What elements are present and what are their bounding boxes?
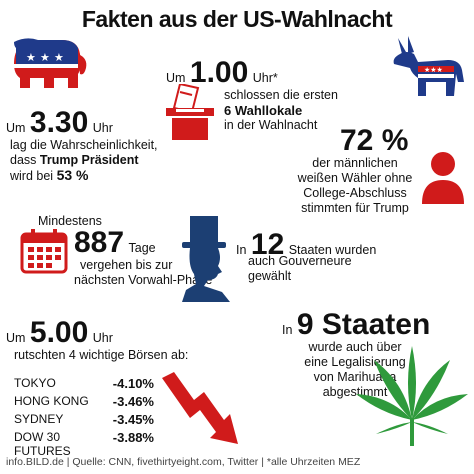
voters-line2: weißen Wähler ohne: [297, 171, 413, 185]
probability-line2-pre: dass: [10, 153, 37, 167]
svg-text:★: ★: [26, 51, 36, 64]
person-icon: [422, 152, 464, 204]
market-name: TOKYO: [14, 376, 56, 390]
market-name: DOW 30 FUTURES: [14, 430, 71, 458]
polls-prefix: Um: [166, 71, 186, 85]
svg-text:★★★: ★★★: [424, 66, 443, 74]
voters-value: 72 %: [340, 124, 409, 157]
days-line2: nächsten Vorwahl-Phase: [74, 273, 213, 287]
days-line1: vergehen bis zur: [80, 258, 173, 272]
probability-line3-pre: wird bei: [10, 169, 54, 183]
market-name: HONG KONG: [14, 394, 89, 408]
voters-line4: stimmten für Trump: [301, 201, 409, 215]
governors-fact: In 12 Staaten wurden: [236, 230, 376, 260]
page-title: Fakten aus der US-Wahlnacht: [81, 6, 393, 32]
market-row: DOW 30 FUTURES -3.88%: [14, 430, 154, 458]
probability-value: 3.30: [29, 106, 89, 139]
polls-text: schlossen die ersten 6 Wahllokale in der…: [224, 88, 374, 133]
days-value: 887: [74, 226, 125, 259]
probability-fact: Um 3.30 Uhr: [6, 108, 206, 138]
voters-line1: der männlichen: [312, 156, 398, 170]
polls-line1: schlossen die ersten: [224, 88, 338, 102]
market-row: TOKYO -4.10%: [14, 376, 154, 391]
donkey-icon: ★★★: [393, 36, 464, 96]
calendar-icon: [20, 229, 68, 274]
svg-text:★: ★: [40, 51, 50, 64]
marijuana-value: 9 Staaten: [296, 308, 431, 341]
probability-line3-bold: 53 %: [56, 167, 89, 183]
cannabis-leaf-icon: [356, 346, 468, 446]
marijuana-text: wurde auch über eine Legalisierung von M…: [290, 340, 420, 400]
marijuana-line1: wurde auch über: [308, 340, 402, 354]
probability-text: lag die Wahrscheinlichkeit, dass Trump P…: [10, 138, 190, 184]
voters-text: der männlichen weißen Wähler ohne Colleg…: [294, 156, 416, 216]
marijuana-prefix: In: [282, 323, 293, 337]
top-hat-silhouette-icon: [182, 216, 230, 302]
source-footer: info.BILD.de | Quelle: CNN, fivethirtyei…: [6, 456, 361, 468]
market-row: HONG KONG -3.46%: [14, 394, 154, 409]
governors-prefix: In: [236, 243, 247, 257]
polls-line3: in der Wahlnacht: [224, 118, 318, 132]
market-value: -3.88%: [112, 430, 154, 445]
governors-line3: gewählt: [248, 269, 292, 283]
governors-text: auch Gouverneure gewählt: [248, 254, 388, 284]
governors-value: 12: [250, 228, 285, 261]
marijuana-line4: abgestimmt: [322, 385, 388, 399]
probability-line1: lag die Wahrscheinlichkeit,: [10, 138, 158, 152]
markets-unit: Uhr: [92, 331, 113, 345]
polls-fact: Um 1.00 Uhr*: [166, 58, 366, 88]
markets-line1: rutschten 4 wichtige Börsen ab:: [14, 348, 189, 362]
probability-line2-bold: Trump Präsident: [39, 153, 139, 167]
marijuana-fact: In 9 Staaten: [282, 310, 472, 340]
governors-line1: Staaten wurden: [288, 243, 377, 257]
elephant-icon: ★ ★ ★: [14, 38, 87, 88]
svg-text:★: ★: [54, 51, 64, 64]
polls-value: 1.00: [189, 56, 249, 89]
days-unit: Tage: [128, 241, 156, 255]
markets-fact: Um 5.00 Uhr: [6, 318, 206, 348]
market-value: -3.45%: [112, 412, 154, 427]
market-name: SYDNEY: [14, 412, 64, 426]
governors-line2: auch Gouverneure: [248, 254, 352, 268]
market-value: -3.46%: [112, 394, 154, 409]
days-pre: Mindestens: [38, 214, 102, 228]
polls-line2: 6 Wahllokale: [224, 103, 303, 118]
probability-unit: Uhr: [92, 121, 113, 135]
probability-prefix: Um: [6, 121, 26, 135]
polls-unit: Uhr*: [252, 71, 278, 85]
markets-prefix: Um: [6, 331, 26, 345]
days-text: vergehen bis zur nächsten Vorwahl-Phase: [74, 258, 214, 288]
marijuana-line3: von Marihuana: [313, 370, 397, 384]
market-row: SYDNEY -3.45%: [14, 412, 154, 427]
voters-line3: College-Abschluss: [303, 186, 407, 200]
days-fact: 887 Tage: [74, 228, 156, 258]
market-value: -4.10%: [112, 376, 154, 391]
falling-arrow-icon: [162, 372, 238, 444]
markets-value: 5.00: [29, 316, 89, 349]
ballot-box-icon: [166, 84, 214, 140]
